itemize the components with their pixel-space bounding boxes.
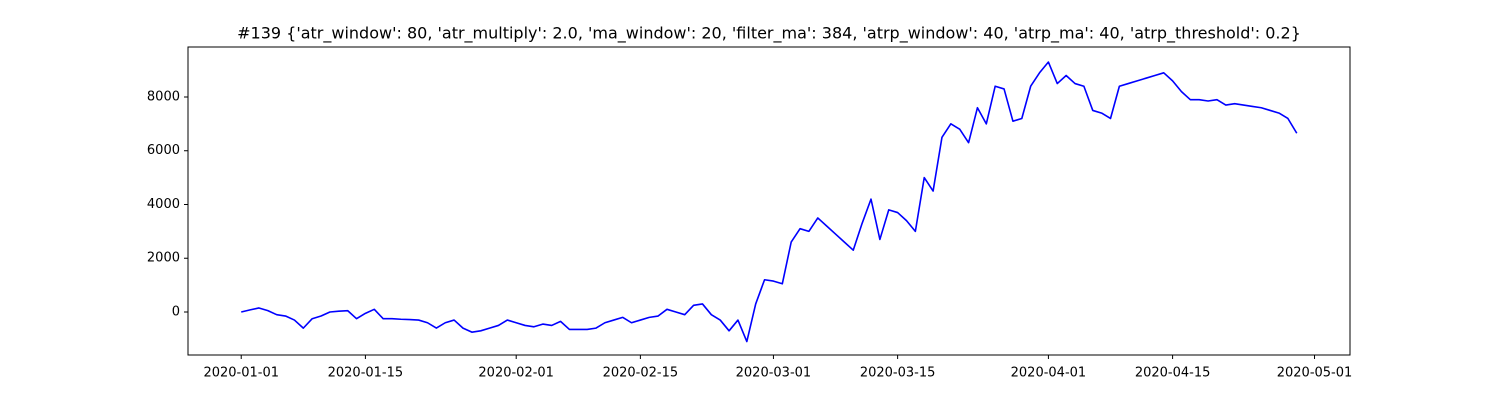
x-tick-label: 2020-02-15 — [603, 366, 679, 381]
x-tick-label: 2020-05-01 — [1277, 366, 1353, 381]
y-tick-label: 0 — [172, 304, 180, 319]
x-tick-label: 2020-03-15 — [860, 366, 936, 381]
x-tick-label: 2020-01-01 — [203, 366, 279, 381]
chart-title: #139 {'atr_window': 80, 'atr_multiply': … — [237, 24, 1301, 44]
plot-area — [241, 61, 1298, 343]
x-tick-label: 2020-03-01 — [736, 366, 812, 381]
y-tick-label: 8000 — [147, 89, 180, 104]
x-tick-label: 2020-01-15 — [328, 366, 404, 381]
x-tick-label: 2020-04-01 — [1011, 366, 1087, 381]
x-tick-label: 2020-02-01 — [478, 366, 554, 381]
y-tick-label: 6000 — [147, 143, 180, 158]
x-tick-label: 2020-04-15 — [1135, 366, 1211, 381]
data-line — [241, 61, 1298, 343]
y-tick-label: 2000 — [147, 251, 180, 266]
y-tick-label: 4000 — [147, 197, 180, 212]
axes-frame — [187, 46, 1351, 356]
